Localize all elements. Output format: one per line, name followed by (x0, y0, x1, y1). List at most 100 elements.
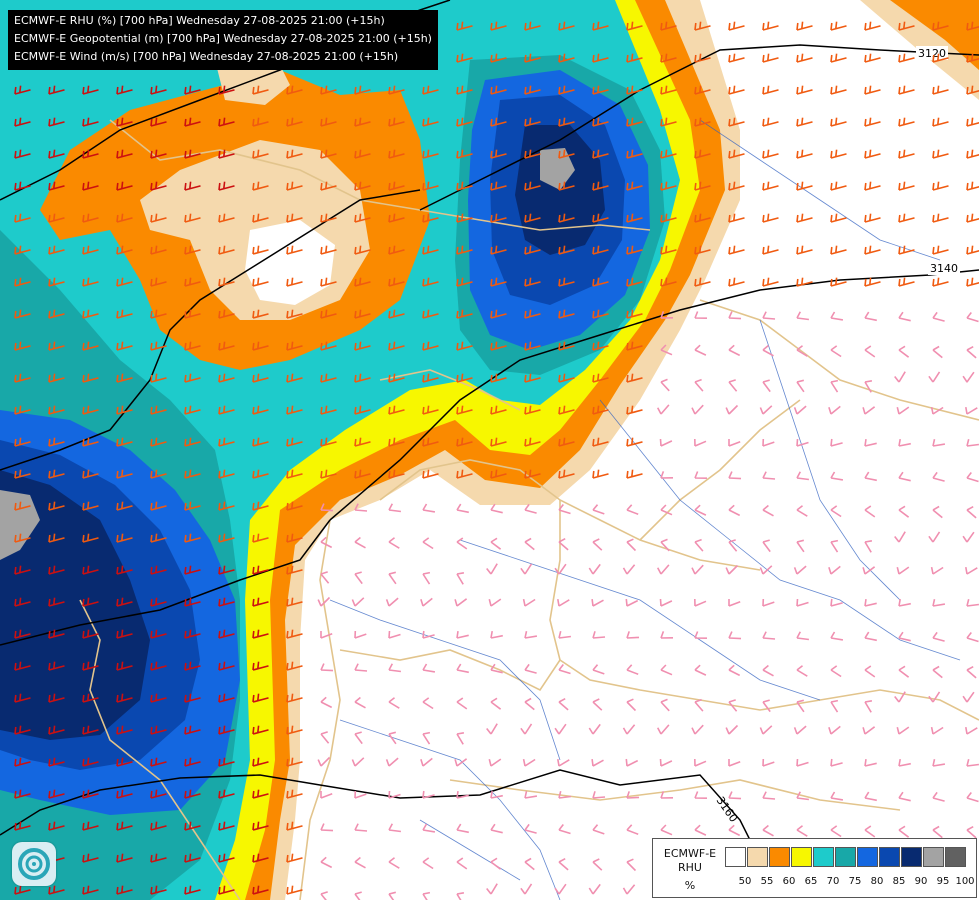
wind-barb (759, 405, 773, 415)
wind-barb (966, 792, 979, 803)
wind-barb (252, 629, 269, 639)
wind-barb (354, 823, 368, 832)
wind-barb (320, 503, 334, 512)
wind-barb (456, 503, 469, 514)
wind-barb (520, 563, 533, 575)
wind-barb (456, 245, 473, 255)
wind-barb (354, 437, 371, 447)
wind-barb (14, 725, 31, 735)
wind-barb (218, 629, 235, 639)
wind-barb (966, 149, 979, 159)
wind-barb (898, 53, 915, 63)
wind-barb (490, 469, 507, 479)
wind-barb (218, 277, 235, 287)
wind-barb (82, 757, 99, 767)
wind-barb (558, 373, 575, 383)
wind-barb (930, 566, 944, 575)
wind-barb (966, 345, 977, 359)
wind-barb (184, 533, 201, 543)
wind-barb (694, 698, 704, 712)
wind-barb (354, 213, 371, 223)
wind-barb (694, 344, 707, 356)
legend-swatch (923, 847, 944, 867)
wind-barb (626, 698, 637, 712)
wind-barb (796, 631, 810, 641)
wind-barb (456, 857, 468, 870)
wind-barb (82, 725, 99, 735)
wind-barb (184, 693, 201, 703)
wind-barb (184, 309, 201, 319)
wind-barb (520, 883, 533, 895)
wind-barb (524, 437, 541, 447)
wind-barb (828, 405, 841, 415)
wind-barb (490, 663, 503, 674)
wind-barb (184, 181, 201, 191)
wind-barb (524, 537, 535, 551)
wind-barb (932, 21, 949, 31)
wind-barb (762, 181, 779, 191)
contour-3160-line (0, 519, 331, 646)
wind-barb (592, 309, 609, 319)
wind-barb (928, 691, 941, 703)
wind-barb (286, 501, 303, 511)
wind-barb (184, 565, 201, 575)
wind-barb (150, 725, 167, 735)
wind-barb (554, 883, 567, 895)
wind-barb (422, 405, 439, 415)
wind-barb (14, 533, 31, 543)
wind-barb (252, 245, 269, 255)
wind-barb (422, 213, 439, 223)
wind-barb (966, 21, 979, 31)
wind-barb (354, 891, 362, 900)
wind-barb (930, 406, 944, 415)
wind-barb (864, 471, 877, 482)
wind-barb (252, 597, 269, 607)
wind-barb (116, 565, 133, 575)
wind-barb (218, 597, 235, 607)
wind-barb (694, 149, 711, 159)
legend-title-line1: ECMWF-E (663, 847, 717, 860)
wind-barb (82, 533, 99, 543)
wind-barb (694, 181, 711, 191)
wind-barb (48, 469, 65, 479)
wind-barb (830, 438, 843, 447)
wind-barb (218, 437, 235, 447)
wind-barb (286, 565, 303, 575)
wind-barb (286, 789, 303, 799)
wind-barb (762, 664, 774, 677)
wind-barb (864, 665, 876, 678)
wind-barb (286, 85, 303, 95)
wind-barb (592, 469, 609, 479)
wind-barb (898, 791, 911, 802)
wind-barb (864, 311, 877, 322)
title-line-wind: ECMWF-E Wind (m/s) [700 hPa] Wednesday 2… (14, 50, 399, 63)
wind-barb (286, 853, 303, 863)
wind-barb (796, 21, 813, 31)
wind-barb (928, 531, 941, 543)
wind-barb (592, 504, 605, 515)
wind-barb (218, 565, 235, 575)
legend-swatch (945, 847, 966, 867)
wind-barb (116, 405, 133, 415)
wind-barb (660, 791, 674, 799)
wind-barb (728, 277, 745, 287)
legend-tick-label: 80 (870, 876, 884, 887)
wind-barb (830, 665, 842, 678)
wind-barb (626, 341, 643, 351)
wind-barb (388, 571, 397, 585)
wind-barb (184, 469, 201, 479)
wind-barb (486, 883, 498, 895)
wind-barb (320, 791, 333, 799)
wind-barb (116, 469, 133, 479)
wind-barb (796, 213, 813, 223)
wind-barb (966, 245, 979, 255)
wind-barb (48, 85, 65, 95)
legend-swatch (769, 847, 790, 867)
wind-barb (116, 213, 133, 223)
wind-barb (48, 629, 65, 639)
wind-barb (420, 597, 433, 607)
wind-barb (762, 438, 775, 447)
wind-barb (793, 725, 807, 735)
wind-barb (728, 471, 742, 480)
wind-barb (864, 21, 881, 31)
